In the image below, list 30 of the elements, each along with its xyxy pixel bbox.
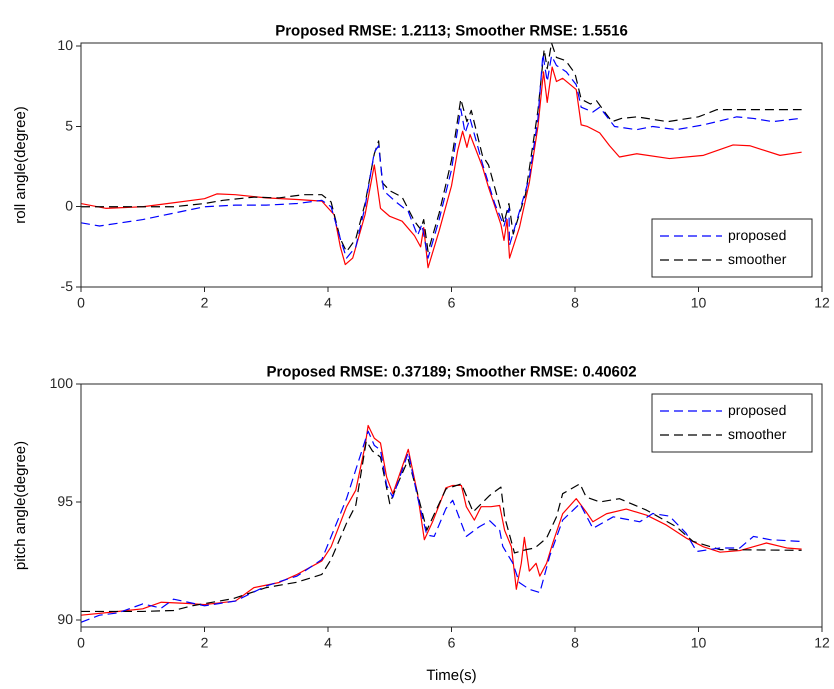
x-tick-label: 6	[448, 634, 456, 650]
y-axis-title: roll angle(degree)	[12, 106, 30, 224]
x-tick-label: 4	[324, 294, 332, 310]
y-tick-label: 5	[65, 117, 74, 134]
x-tick-label: 12	[814, 294, 830, 310]
x-tick-label: 8	[571, 634, 580, 650]
y-tick-label: 95	[57, 492, 74, 509]
legend-label: proposed	[728, 226, 786, 243]
y-axis-title: pitch angle(degree)	[12, 440, 30, 570]
x-axis-title: Time(s)	[426, 667, 477, 684]
chart-title: Proposed RMSE: 0.37189; Smoother RMSE: 0.40602	[266, 364, 637, 381]
legend-label: smoother	[728, 426, 787, 442]
x-tick-label: 4	[324, 634, 332, 650]
y-tick-label: 10	[57, 37, 74, 54]
x-tick-label: 12	[814, 634, 830, 650]
chart-title: Proposed RMSE: 1.2113; Smoother RMSE: 1.5516	[275, 22, 628, 40]
legend-label: proposed	[728, 402, 786, 418]
x-tick-label: 2	[200, 294, 209, 310]
x-tick-label: 0	[77, 294, 86, 310]
x-tick-label: 10	[690, 634, 706, 650]
x-tick-label: 0	[77, 634, 86, 650]
y-tick-label: 100	[50, 374, 74, 391]
legend-label: smoother	[728, 250, 787, 267]
x-tick-label: 10	[690, 294, 706, 310]
x-tick-label: 2	[200, 634, 209, 650]
x-tick-label: 6	[448, 294, 456, 310]
y-tick-label: -5	[60, 278, 74, 294]
x-tick-label: 8	[571, 294, 580, 310]
y-tick-label: 0	[65, 198, 74, 214]
y-tick-label: 90	[57, 610, 74, 627]
